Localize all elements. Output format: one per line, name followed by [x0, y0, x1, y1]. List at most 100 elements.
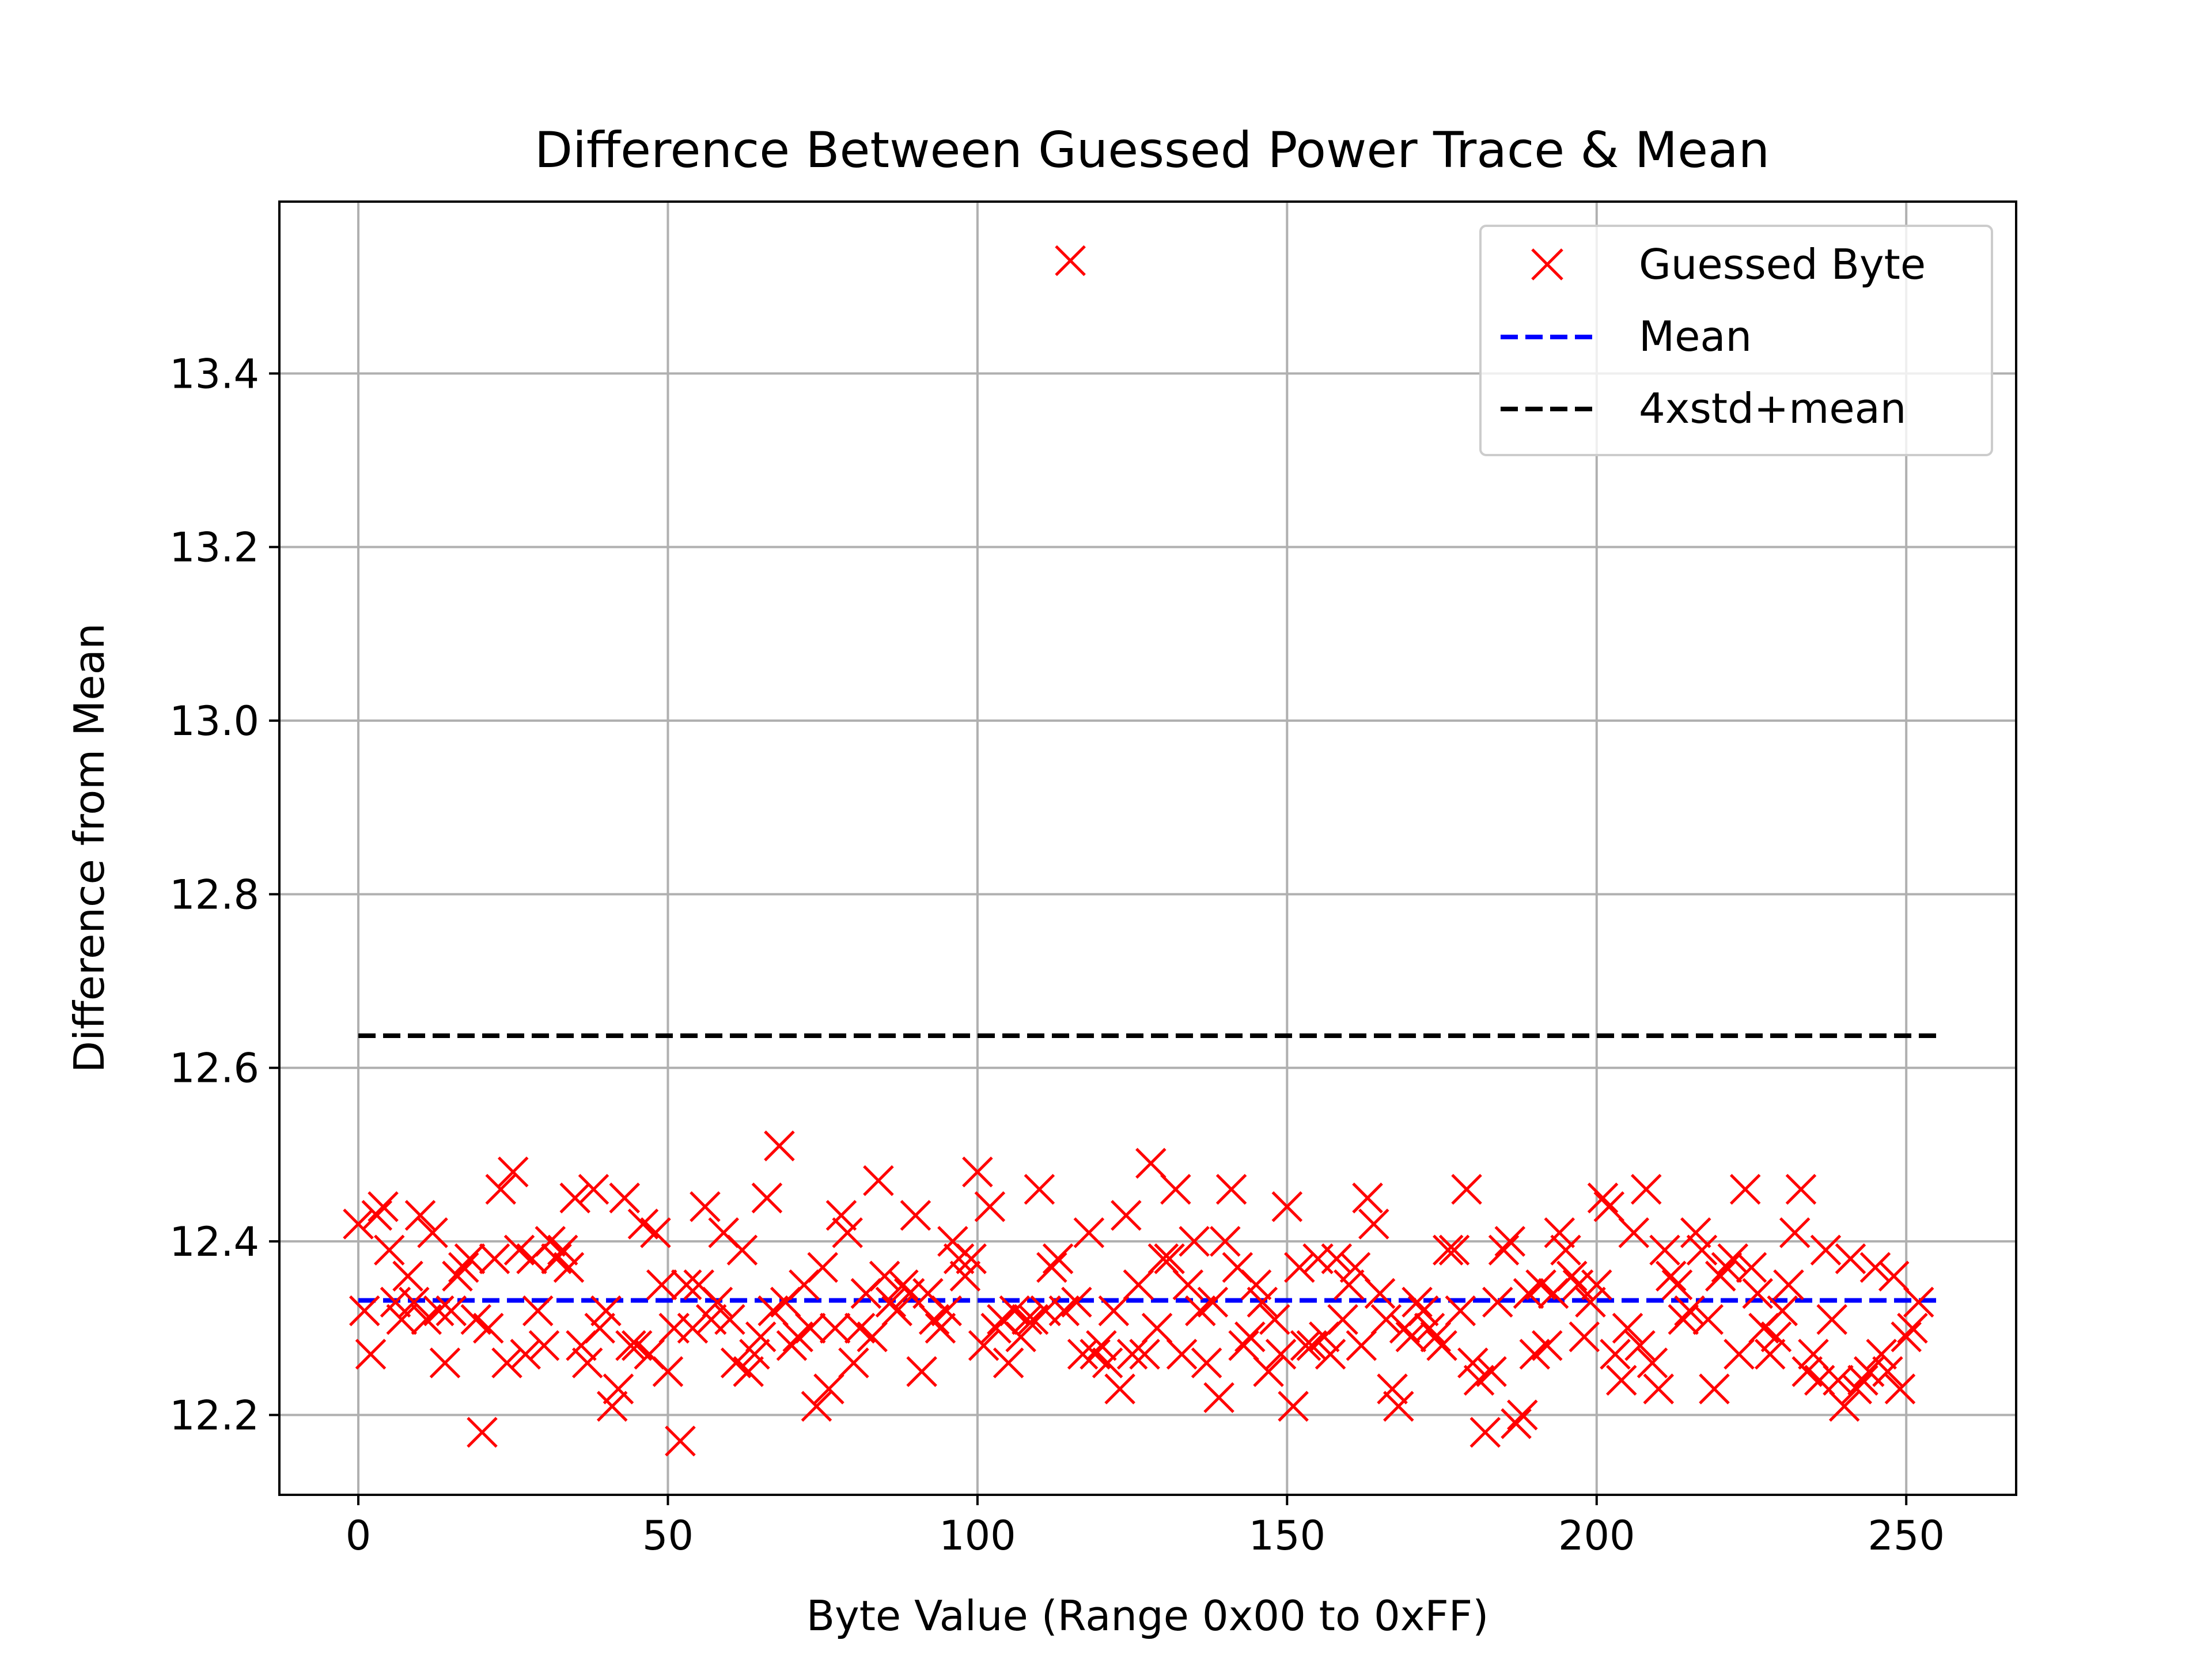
data-point-stroke	[1247, 1286, 1278, 1318]
legend-marker-guessed-byte	[1531, 248, 1563, 281]
data-point-stroke	[844, 1312, 876, 1344]
data-point	[1649, 1234, 1680, 1266]
data-point-stroke	[399, 1286, 430, 1318]
data-point-stroke	[1420, 1321, 1452, 1353]
data-point-stroke	[1402, 1286, 1433, 1318]
data-point	[665, 1425, 696, 1457]
data-point-stroke	[1395, 1321, 1427, 1353]
data-point-stroke	[1197, 1286, 1229, 1318]
data-point-stroke	[1234, 1321, 1266, 1353]
data-point	[1798, 1339, 1829, 1370]
data-point-stroke	[1637, 1347, 1668, 1378]
data-point-stroke	[1643, 1373, 1675, 1404]
data-point	[1866, 1339, 1897, 1370]
data-point-stroke	[1457, 1347, 1488, 1378]
data-point	[1550, 1234, 1581, 1266]
data-point-stroke	[1339, 1252, 1371, 1283]
data-point	[467, 1416, 498, 1448]
data-point-stroke	[1686, 1234, 1718, 1266]
data-point-stroke	[825, 1200, 857, 1231]
y-tick-label: 13.4	[169, 350, 259, 397]
data-point-stroke	[1488, 1234, 1520, 1266]
data-point	[571, 1347, 603, 1378]
data-point-stroke	[1674, 1295, 1705, 1327]
data-point-stroke	[1903, 1286, 1934, 1318]
data-point-stroke	[1705, 1260, 1736, 1292]
data-point-stroke	[1717, 1243, 1749, 1274]
data-point	[1191, 1347, 1222, 1378]
data-point	[900, 1200, 931, 1231]
data-point	[1383, 1391, 1414, 1422]
data-point-stroke	[1135, 1147, 1166, 1179]
x-tick-label: 0	[346, 1512, 372, 1559]
axis-ticks: 0 50 100 150 200 250 12.2 12.4 12.6 12.8 13.0 13.2 1…	[169, 350, 1945, 1559]
data-point-stroke	[454, 1243, 486, 1274]
data-point	[1135, 1147, 1166, 1179]
data-point	[863, 1165, 894, 1196]
data-point	[801, 1391, 832, 1422]
data-point-stroke	[1668, 1304, 1699, 1335]
data-point-stroke	[974, 1191, 1006, 1222]
y-tick-label: 12.4	[169, 1218, 259, 1266]
data-point	[1692, 1304, 1724, 1335]
data-point	[1711, 1252, 1743, 1283]
data-point-stroke	[1891, 1321, 1922, 1353]
data-point	[1661, 1269, 1693, 1301]
grid-lines	[279, 202, 2016, 1495]
data-point-stroke	[1271, 1191, 1303, 1222]
data-point-stroke	[1166, 1339, 1198, 1370]
data-point	[813, 1373, 844, 1404]
data-point-stroke	[1129, 1339, 1160, 1370]
data-point	[1061, 1286, 1092, 1318]
chart-title: Difference Between Guessed Power Trace &…	[535, 122, 1770, 179]
data-point	[1172, 1269, 1204, 1301]
data-point-stroke	[1785, 1173, 1817, 1205]
data-point-stroke	[1624, 1330, 1656, 1361]
data-point-stroke	[931, 1295, 962, 1327]
data-point	[1197, 1286, 1229, 1318]
data-point-stroke	[714, 1304, 745, 1335]
data-point	[1884, 1373, 1916, 1404]
data-point-stroke	[609, 1182, 641, 1214]
data-point	[1544, 1217, 1575, 1248]
x-tick-label: 250	[1868, 1512, 1945, 1559]
data-point-stroke	[1005, 1321, 1036, 1353]
data-point	[343, 1209, 374, 1240]
data-point	[1073, 1217, 1105, 1248]
data-point	[1507, 1399, 1538, 1431]
data-point	[1754, 1339, 1786, 1370]
data-point	[472, 1312, 504, 1344]
data-point	[1891, 1321, 1922, 1353]
data-point-stroke	[1569, 1321, 1600, 1353]
data-point-stroke	[764, 1130, 795, 1162]
data-point	[596, 1391, 628, 1422]
data-point-stroke	[584, 1312, 616, 1344]
data-point	[832, 1217, 863, 1248]
legend-label-mean: Mean	[1639, 312, 1752, 361]
data-point	[392, 1260, 423, 1292]
data-point-stroke	[1859, 1252, 1891, 1283]
data-point-stroke	[472, 1312, 504, 1344]
data-point-stroke	[491, 1347, 522, 1378]
data-point	[485, 1173, 517, 1205]
data-point	[1271, 1191, 1303, 1222]
data-point	[497, 1156, 529, 1188]
data-point	[1154, 1243, 1185, 1274]
data-point	[869, 1260, 900, 1292]
data-point-stroke	[442, 1260, 473, 1292]
data-point	[1760, 1321, 1792, 1353]
x-tick-label: 100	[939, 1512, 1016, 1559]
data-point	[1334, 1269, 1365, 1301]
data-point-stroke	[1655, 1260, 1687, 1292]
data-point	[615, 1330, 646, 1361]
data-point-stroke	[368, 1191, 399, 1222]
data-point	[349, 1295, 380, 1327]
data-point-stroke	[1581, 1269, 1612, 1301]
data-point-stroke	[1451, 1173, 1482, 1205]
data-point	[1841, 1373, 1872, 1404]
data-point	[1364, 1278, 1396, 1309]
data-point	[559, 1182, 591, 1214]
data-point	[1327, 1304, 1358, 1335]
data-point-stroke	[1841, 1373, 1872, 1404]
data-point	[1600, 1339, 1631, 1370]
